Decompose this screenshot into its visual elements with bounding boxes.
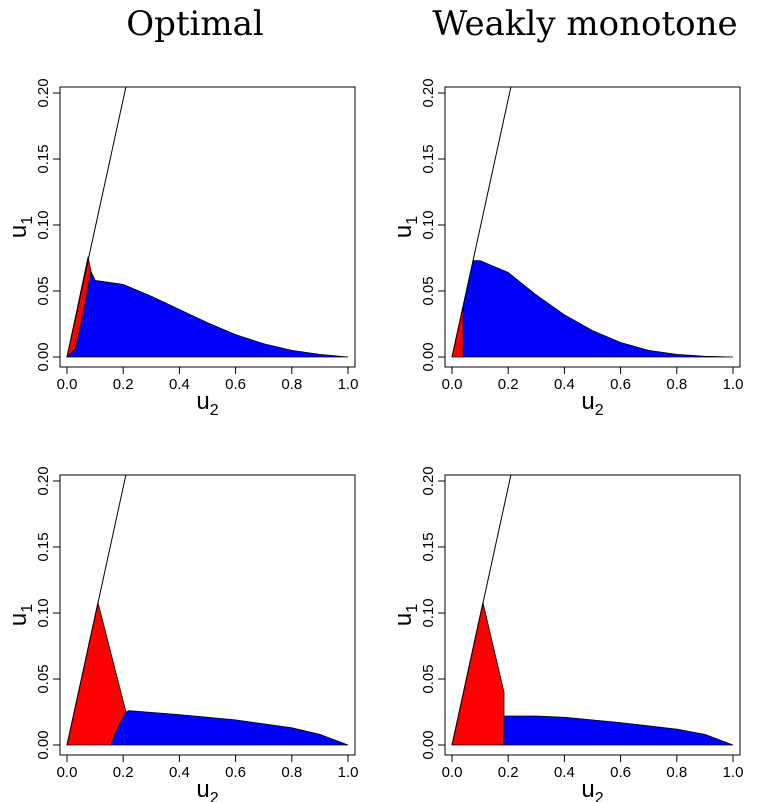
x-tick-label: 0.6: [225, 764, 246, 781]
y-tick-label: 0.05: [420, 664, 437, 693]
y-axis-label: u1: [390, 604, 421, 626]
plot-frame: [59, 86, 356, 368]
y-tick-label: 0.20: [420, 78, 437, 107]
x-tick-label: 0.8: [281, 376, 302, 393]
x-tick-label: 1.0: [723, 764, 744, 781]
x-tick-label: 0.8: [281, 764, 302, 781]
x-tick-label: 0.2: [498, 764, 519, 781]
plot-frame: [444, 86, 741, 368]
x-tick-label: 1.0: [338, 376, 359, 393]
y-axis-label: u1: [5, 604, 36, 626]
blue-region-1: [503, 715, 734, 746]
y-tick-label: 0.00: [35, 730, 52, 759]
plot-frame: [59, 474, 356, 756]
y-tick-label: 0.00: [35, 342, 52, 371]
column-title-optimal: Optimal: [126, 4, 264, 44]
x-axis-label: u2: [581, 776, 603, 802]
x-tick-label: 1.0: [723, 376, 744, 393]
x-tick-label: 0.0: [442, 764, 463, 781]
x-tick-label: 0.8: [666, 376, 687, 393]
reference-line: [66, 475, 127, 746]
blue-region-1: [109, 710, 349, 746]
x-tick-label: 0.6: [610, 764, 631, 781]
x-tick-label: 0.6: [610, 376, 631, 393]
x-tick-label: 0.8: [666, 764, 687, 781]
y-tick-label: 0.20: [420, 466, 437, 495]
y-tick-label: 0.05: [35, 664, 52, 693]
x-axis-label: u2: [196, 388, 218, 419]
x-tick-label: 0.4: [169, 376, 190, 393]
y-tick-label: 0.10: [420, 598, 437, 627]
chart-panel-bottom-right: 0.0 0.2 0.4 0.6 0.8 1.0 0.00 0.05 0.10 0.15 0.20 u2…: [390, 466, 744, 802]
y-axis-label: u1: [390, 216, 421, 238]
x-tick-label: 1.0: [338, 764, 359, 781]
y-tick-label: 0.20: [35, 78, 52, 107]
x-tick-label: 0.6: [225, 376, 246, 393]
y-tick-label: 0.20: [35, 466, 52, 495]
x-tick-label: 0.0: [57, 764, 78, 781]
reference-line: [66, 87, 127, 358]
x-tick-label: 0.0: [442, 376, 463, 393]
x-axis-label: u2: [196, 776, 218, 802]
y-tick-label: 0.10: [35, 210, 52, 239]
blue-region-1: [65, 269, 349, 358]
chart-panel-top-right: 0.0 0.2 0.4 0.6 0.8 1.0 0.00 0.05 0.10 0.15 0.20 u2…: [390, 78, 744, 419]
column-title-weakly-monotone: Weakly monotone: [432, 4, 738, 44]
x-tick-label: 0.2: [498, 376, 519, 393]
chart-panel-top-left: 0.0 0.2 0.4 0.6 0.8 1.0 0.00 0.05 0.10 0.15 0.20 u2…: [5, 78, 359, 419]
chart-panel-bottom-left: 0.0 0.2 0.4 0.6 0.8 1.0 0.00 0.05 0.10 0.15 0.20 u2…: [5, 466, 359, 802]
y-tick-label: 0.15: [420, 144, 437, 173]
y-tick-label: 0.10: [35, 598, 52, 627]
reference-line: [451, 475, 512, 746]
x-tick-label: 0.0: [57, 376, 78, 393]
x-tick-label: 0.2: [113, 764, 134, 781]
y-axis-label: u1: [5, 216, 36, 238]
x-tick-label: 0.4: [554, 376, 575, 393]
y-tick-label: 0.10: [420, 210, 437, 239]
plot-frame: [444, 474, 741, 756]
x-tick-label: 0.4: [554, 764, 575, 781]
y-tick-label: 0.00: [420, 730, 437, 759]
y-tick-label: 0.05: [35, 276, 52, 305]
y-tick-label: 0.15: [35, 144, 52, 173]
x-axis-label: u2: [581, 388, 603, 419]
blue-region-1: [462, 260, 734, 358]
y-tick-label: 0.00: [420, 342, 437, 371]
red-region-0: [66, 602, 127, 746]
y-tick-label: 0.05: [420, 276, 437, 305]
reference-line: [451, 87, 512, 358]
y-tick-label: 0.15: [35, 532, 52, 561]
x-tick-label: 0.4: [169, 764, 190, 781]
x-tick-label: 0.2: [113, 376, 134, 393]
y-tick-label: 0.15: [420, 532, 437, 561]
